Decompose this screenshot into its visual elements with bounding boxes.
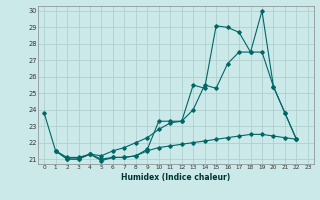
X-axis label: Humidex (Indice chaleur): Humidex (Indice chaleur) [121, 173, 231, 182]
